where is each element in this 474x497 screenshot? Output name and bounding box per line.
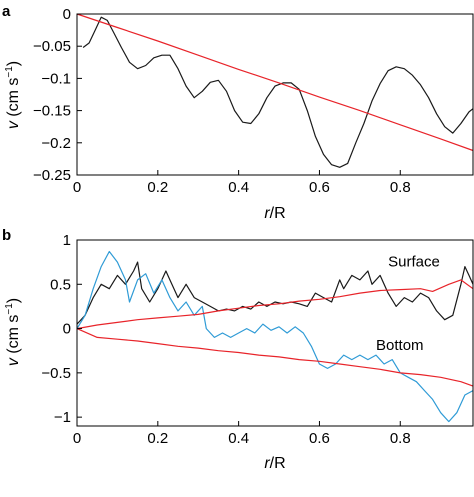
panel-b-y-ticks: 1 0.5 0 −0.5 −1 bbox=[41, 232, 82, 426]
panel-b-x-tick-label: 0.2 bbox=[147, 430, 168, 447]
panel-b-y-tick-label: −1 bbox=[54, 409, 71, 426]
panel-a-x-tick-label: 0 bbox=[73, 179, 81, 196]
panel-b-annotation-bottom: Bottom bbox=[376, 337, 424, 354]
panel-b-y-axis-label: v (cm s−1) bbox=[4, 298, 22, 366]
panel-b-series-line-1 bbox=[76, 250, 474, 423]
panel-b-frame bbox=[76, 239, 474, 427]
panel-b: b 0 0.2 0.4 0.6 0.8 1 0.5 0 −0.5 −1 Surface Botto… bbox=[2, 227, 474, 472]
panel-b-y-tick-label: 1 bbox=[63, 232, 71, 249]
panel-a-series-line-0 bbox=[82, 16, 474, 168]
panel-b-y-tick-label: 0.5 bbox=[50, 276, 71, 293]
panel-a-x-tick-label: 0.8 bbox=[390, 179, 411, 196]
panel-b-y-tick-label: −0.5 bbox=[41, 365, 71, 382]
panel-b-x-tick-label: 0.4 bbox=[228, 430, 249, 447]
panel-b-x-axis-label: r/R bbox=[264, 455, 285, 472]
panel-a: a 0 0.2 0.4 0.6 0.8 0 −0.05 −0.1 −0.15 −0.2 −0.25… bbox=[2, 3, 474, 222]
panel-a-y-tick-label: −0.15 bbox=[33, 103, 71, 120]
panel-b-annotation-surface: Surface bbox=[388, 254, 440, 271]
panel-b-letter: b bbox=[2, 227, 11, 244]
panel-a-series-line-1 bbox=[76, 13, 474, 152]
panel-a-x-axis-label: r/R bbox=[264, 205, 285, 222]
panel-a-y-tick-label: −0.1 bbox=[41, 70, 71, 87]
panel-a-x-tick-label: 0.2 bbox=[147, 179, 168, 196]
panel-a-y-tick-label: 0 bbox=[63, 6, 71, 23]
panel-a-x-tick-label: 0.4 bbox=[228, 179, 249, 196]
panel-a-x-tick-label: 0.6 bbox=[309, 179, 330, 196]
panel-a-y-ticks: 0 −0.05 −0.1 −0.15 −0.2 −0.25 bbox=[33, 6, 82, 184]
panel-b-y-tick-label: 0 bbox=[63, 321, 71, 338]
panel-a-y-axis-label: v (cm s−1) bbox=[4, 61, 22, 129]
panel-a-letter: a bbox=[2, 3, 11, 20]
panel-b-series-line-0 bbox=[76, 261, 474, 325]
panel-a-frame bbox=[76, 13, 474, 176]
panel-b-x-tick-label: 0.6 bbox=[309, 430, 330, 447]
panel-a-y-tick-label: −0.05 bbox=[33, 38, 71, 55]
panel-b-plot-series bbox=[76, 250, 474, 423]
panel-b-annotations: Surface Bottom bbox=[376, 254, 440, 354]
panel-b-x-tick-label: 0 bbox=[73, 430, 81, 447]
panel-a-plot-series bbox=[76, 13, 474, 168]
panel-a-y-tick-label: −0.25 bbox=[33, 167, 71, 184]
panel-b-series-line-3 bbox=[76, 328, 474, 387]
panel-b-x-tick-label: 0.8 bbox=[390, 430, 411, 447]
panel-a-y-tick-label: −0.2 bbox=[41, 135, 71, 152]
panel-b-series-line-2 bbox=[76, 279, 474, 330]
panel-a-x-ticks: 0 0.2 0.4 0.6 0.8 bbox=[73, 170, 411, 196]
panel-b-x-ticks: 0 0.2 0.4 0.6 0.8 bbox=[73, 421, 411, 447]
